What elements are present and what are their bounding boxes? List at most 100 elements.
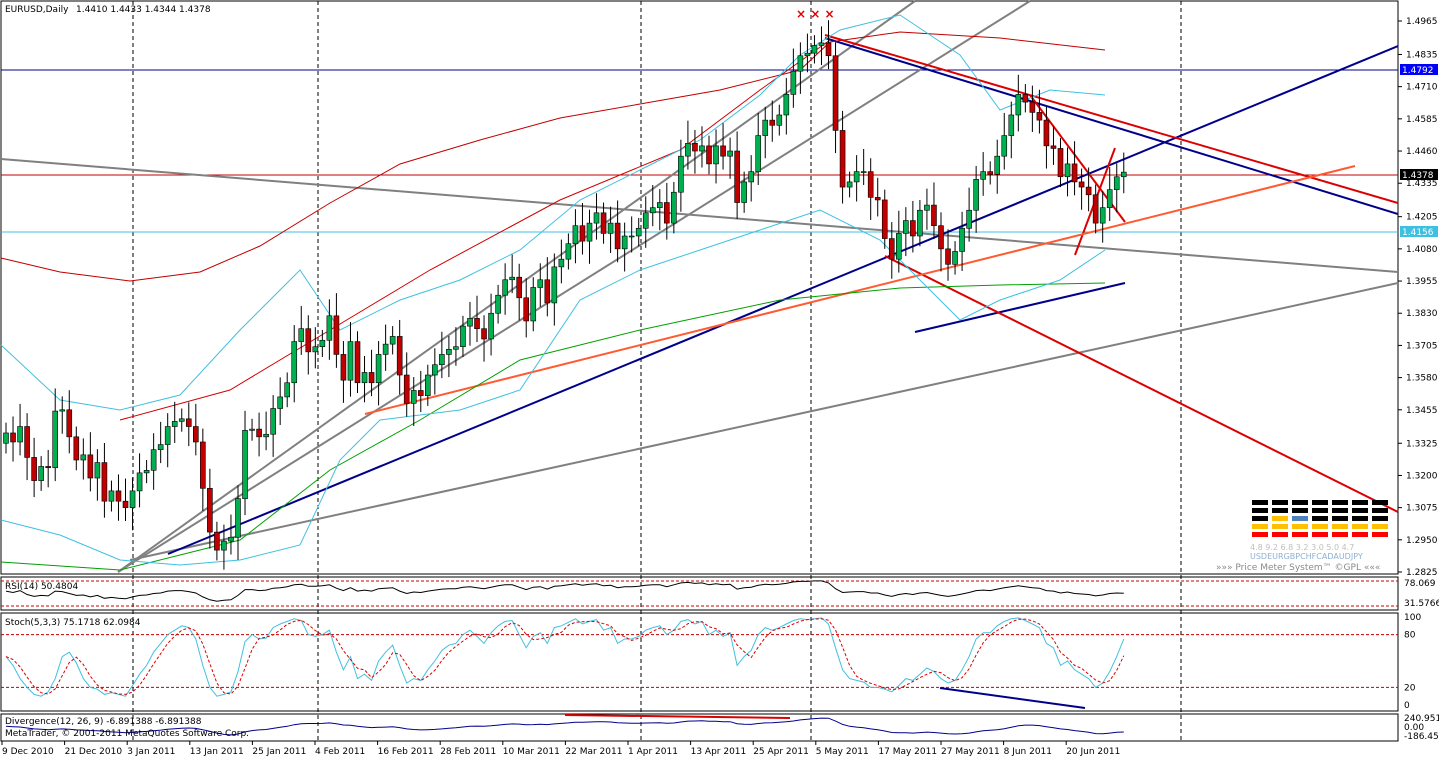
candle-body-72 <box>509 276 515 281</box>
y-tick-label-16: 1.2950 <box>1406 536 1438 546</box>
candle-86 <box>607 206 614 253</box>
candle-68 <box>481 315 487 362</box>
candle-155 <box>1092 184 1099 234</box>
candle-19 <box>136 453 143 508</box>
symbol-title: EURUSD,Daily <box>5 5 69 15</box>
candle-31 <box>221 524 227 570</box>
candle-57 <box>403 352 410 417</box>
candle-body-153 <box>1078 181 1085 188</box>
candle-body-67 <box>474 318 480 329</box>
y-tick-label-3: 1.4585 <box>1406 115 1438 125</box>
candle-53 <box>375 341 382 406</box>
candle-body-146 <box>1029 101 1036 113</box>
candle-body-20 <box>143 469 150 474</box>
candle-body-36 <box>256 428 262 438</box>
candle-58 <box>410 377 417 427</box>
candle-body-38 <box>270 408 276 435</box>
candle-135 <box>952 241 958 275</box>
candle-114 <box>804 33 811 73</box>
meter-bar-0-1 <box>1272 500 1288 505</box>
meter-bar-0-2 <box>1292 500 1308 505</box>
meter-bar-3-5 <box>1352 524 1368 529</box>
candle-body-105 <box>741 181 747 203</box>
x-tick-label-10: 1 Apr 2011 <box>628 747 678 757</box>
meter-bar-2-1 <box>1272 516 1288 521</box>
candle-108 <box>762 106 769 159</box>
candle-body-61 <box>432 364 438 376</box>
candle-152 <box>1071 141 1078 196</box>
candle-50 <box>354 331 361 394</box>
meter-bar-4-3 <box>1312 532 1328 537</box>
candle-body-135 <box>952 251 958 265</box>
candle-151 <box>1064 147 1071 197</box>
candle-30 <box>214 521 220 561</box>
candle-body-109 <box>769 119 776 126</box>
candle-body-37 <box>263 433 269 438</box>
candle-body-149 <box>1050 145 1057 149</box>
stoch-pane[interactable] <box>0 612 1399 712</box>
candle-146 <box>1029 85 1036 132</box>
candle-body-99 <box>699 145 705 152</box>
candle-body-119 <box>839 130 846 188</box>
y-tick-label-1: 1.4835 <box>1406 50 1438 60</box>
macd-pane[interactable] <box>0 713 1399 742</box>
price-meter-numbers: 4.8 9.2 6.8 3.2 3.0 5.0 4.7 <box>1250 543 1354 552</box>
candle-body-144 <box>1015 94 1022 116</box>
y-tick-label-11: 1.3580 <box>1406 374 1438 384</box>
candle-body-111 <box>783 94 790 116</box>
candle-101 <box>713 129 719 184</box>
candle-body-128 <box>903 220 909 234</box>
meter-bar-2-0 <box>1252 516 1268 521</box>
candle-93 <box>656 189 663 231</box>
candle-body-31 <box>221 540 227 551</box>
candle-body-114 <box>804 52 811 57</box>
candle-body-6 <box>45 466 51 469</box>
candle-104 <box>734 131 740 219</box>
candle-98 <box>692 129 698 174</box>
candle-body-150 <box>1057 148 1064 178</box>
candle-body-41 <box>291 341 298 384</box>
y-tick-label-15: 1.3075 <box>1406 504 1438 514</box>
candle-body-63 <box>446 348 452 355</box>
stoch-tick-1: 80 <box>1404 631 1416 641</box>
candle-body-154 <box>1085 186 1092 196</box>
macd-label: Divergence(12, 26, 9) -6.891388 -6.89138… <box>5 717 202 727</box>
red-long-down-line <box>884 255 1399 513</box>
candle-39 <box>277 377 283 425</box>
candle-body-96 <box>678 155 684 193</box>
candle-37 <box>263 411 269 451</box>
candle-67 <box>474 295 480 343</box>
candle-132 <box>931 182 937 240</box>
candle-157 <box>1106 166 1113 222</box>
candle-121 <box>853 155 860 202</box>
candle-117 <box>825 20 832 70</box>
candle-90 <box>635 217 642 247</box>
candle-body-87 <box>614 222 621 250</box>
main-pane[interactable] <box>0 0 1399 575</box>
rsi-pane[interactable] <box>0 576 1399 611</box>
candle-body-43 <box>305 328 312 353</box>
candle-9 <box>66 390 73 454</box>
candle-body-89 <box>628 235 635 238</box>
candle-body-50 <box>354 341 361 384</box>
candle-16 <box>115 474 122 521</box>
candle-111 <box>783 77 790 135</box>
x-tick-label-3: 13 Jan 2011 <box>190 747 244 757</box>
candle-body-71 <box>502 279 508 296</box>
candle-body-7 <box>52 410 59 469</box>
candle-body-101 <box>713 145 719 165</box>
candle-body-81 <box>572 225 579 245</box>
candle-body-8 <box>59 409 66 412</box>
candle-158 <box>1113 163 1120 213</box>
candle-115 <box>811 35 818 64</box>
candle-119 <box>839 110 846 204</box>
candle-0 <box>3 422 9 454</box>
candle-113 <box>797 42 804 94</box>
candle-body-3 <box>24 426 30 458</box>
candle-156 <box>1099 191 1106 243</box>
x-tick-label-5: 4 Feb 2011 <box>315 747 365 757</box>
meter-bar-3-3 <box>1312 524 1328 529</box>
candle-159 <box>1120 152 1127 194</box>
candle-88 <box>621 222 628 272</box>
